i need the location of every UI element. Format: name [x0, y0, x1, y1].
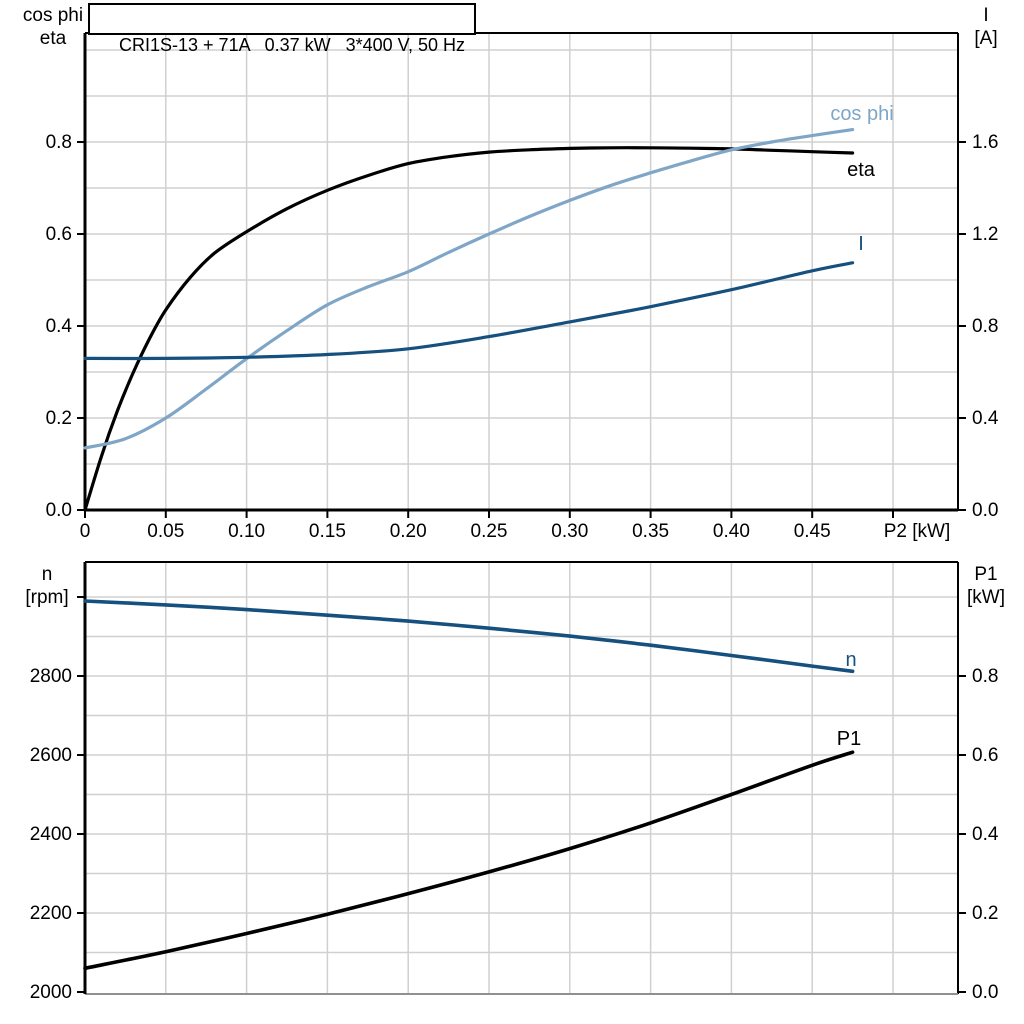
- right-y-axis: 0.0 0.2 0.4 0.6 0.8: [958, 666, 999, 1003]
- top-left-axis-label: cos phi eta: [10, 4, 96, 50]
- right-y-axis: 0.0 0.4 0.8 1.2 1.6: [958, 132, 999, 521]
- right-tick-label: 0.4: [972, 824, 999, 845]
- chart-motor-top: 0 0.05 0.10 0.15 0.20 0.25 0.30 0.35 0.40 0.45 P2 …: [46, 32, 999, 542]
- left-tick-label: 2200: [30, 903, 72, 924]
- x-tick-label: 0: [80, 521, 91, 542]
- curve-I: [83, 261, 855, 361]
- gridlines: [85, 562, 958, 994]
- left-tick-label: 0.2: [46, 408, 72, 429]
- x-tick-label: 0.40: [713, 521, 750, 542]
- axis-label-eta: eta: [39, 28, 67, 49]
- x-tick-label: 0.10: [228, 521, 265, 542]
- x-tick-label: 0.20: [390, 521, 427, 542]
- x-tick-label: 0.45: [794, 521, 831, 542]
- axis-label-current: I: [983, 5, 989, 26]
- plot-frame: [83, 561, 959, 995]
- right-tick-label: 0.0: [972, 500, 998, 521]
- bottom-left-axis-label: n [rpm]: [4, 563, 90, 609]
- left-y-axis: 2000 2200 2400 2600 2800: [30, 596, 85, 1003]
- gridlines: [85, 33, 958, 510]
- axis-label-speed: n: [41, 564, 53, 585]
- chart-title: CRI1S-13 + 71A 0.37 kW 3*400 V, 50 Hz: [119, 35, 466, 55]
- right-tick-label: 1.2: [972, 224, 998, 245]
- left-tick-label: 2400: [30, 824, 72, 845]
- left-tick-label: 0.8: [46, 132, 72, 153]
- right-tick-label: 0.8: [972, 666, 998, 687]
- x-axis: 0 0.05 0.10 0.15 0.20 0.25 0.30 0.35 0.40 0.45 P2 …: [80, 510, 951, 542]
- bottom-right-axis-label: P1 [kW]: [943, 563, 1024, 609]
- x-axis-title: P2 [kW]: [884, 521, 951, 542]
- axis-label-p1: P1: [974, 564, 998, 585]
- right-tick-label: 0.8: [972, 316, 998, 337]
- x-tick-label: 0.35: [632, 521, 669, 542]
- right-tick-label: 0.0: [972, 982, 998, 1003]
- left-tick-label: 2000: [30, 982, 72, 1003]
- x-tick-label: 0.05: [147, 521, 184, 542]
- axis-label-p1-unit: [kW]: [967, 587, 1005, 608]
- x-tick-label: 0.30: [551, 521, 588, 542]
- axis-label-cos-phi: cos phi: [22, 5, 84, 26]
- curve-cos-phi: [83, 128, 855, 450]
- top-right-axis-label: I [A]: [943, 4, 1024, 50]
- left-tick-label: 0.6: [46, 224, 72, 245]
- left-tick-label: 2800: [30, 666, 72, 687]
- left-tick-label: 0.0: [46, 500, 72, 521]
- curve-label-eta: eta: [847, 159, 876, 181]
- right-tick-label: 0.2: [972, 903, 998, 924]
- right-tick-label: 0.6: [972, 745, 998, 766]
- curve-label-n: n: [845, 649, 856, 671]
- left-y-axis: 0.0 0.2 0.4 0.6 0.8: [46, 132, 85, 521]
- chart-motor-bottom: 2000 2200 2400 2600 2800 0.0 0.2 0.4 0.6 0.8 n P1: [30, 561, 999, 1003]
- chart-title-box: CRI1S-13 + 71A 0.37 kW 3*400 V, 50 Hz: [88, 3, 477, 55]
- left-tick-label: 0.4: [46, 316, 73, 337]
- right-tick-label: 1.6: [972, 132, 998, 153]
- x-tick-label: 0.25: [471, 521, 508, 542]
- curve-P1: [83, 750, 855, 971]
- plot-frame: [83, 32, 959, 512]
- axis-label-current-unit: [A]: [974, 28, 998, 49]
- curve-n: [83, 599, 855, 674]
- axis-label-speed-unit: [rpm]: [25, 587, 69, 608]
- left-tick-label: 2600: [30, 745, 72, 766]
- x-tick-label: 0.15: [309, 521, 346, 542]
- curve-eta: [83, 146, 855, 512]
- right-tick-label: 0.4: [972, 408, 999, 429]
- curve-label-I: I: [858, 233, 864, 255]
- curve-label-P1: P1: [837, 728, 861, 750]
- curve-label-cos-phi: cos phi: [830, 103, 893, 125]
